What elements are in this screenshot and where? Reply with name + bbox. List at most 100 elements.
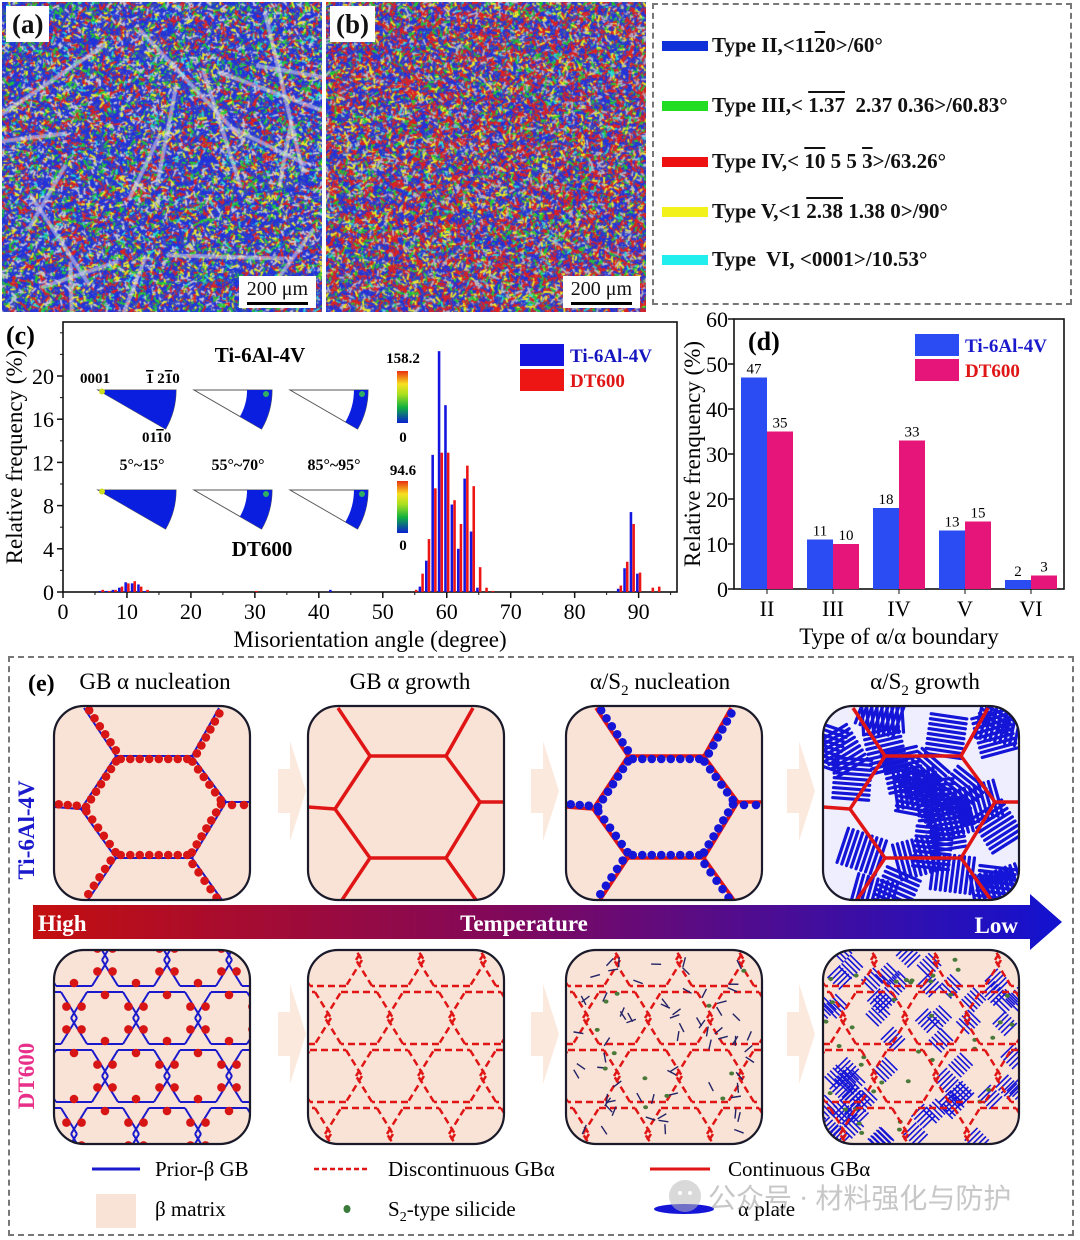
prior-beta-gb — [246, 1133, 250, 1144]
discontinuous-gb-alpha — [993, 959, 1013, 987]
discontinuous-gb-alpha — [1047, 934, 1063, 960]
stage-arrow-5 — [531, 984, 559, 1084]
legend-type-iv: Type IV, < 10 5 5 3 >/63.26° — [662, 149, 946, 174]
legend-type-vi: Type VI, <0001>/10.53° — [662, 247, 927, 272]
alpha-plate — [975, 1138, 990, 1144]
cell-border — [564, 704, 764, 902]
alpha-plate — [884, 1057, 899, 1071]
silicide — [893, 979, 899, 984]
alpha-plate — [950, 1060, 965, 1075]
alpha-plate — [833, 761, 873, 767]
alpha-nucleus — [681, 966, 690, 976]
row-label-dt600: DT600 — [14, 1043, 39, 1109]
precipitate — [84, 706, 94, 715]
stage-title-1: GB α nucleation — [79, 669, 231, 694]
precipitate — [186, 1002, 195, 1011]
bar-dt600 — [833, 544, 859, 589]
precipitate — [87, 815, 97, 824]
alpha-plate — [832, 776, 872, 782]
precipitate — [69, 978, 79, 988]
alpha-plate — [925, 736, 965, 746]
alpha-plate — [961, 998, 976, 1013]
ipf-bottom-1 — [98, 490, 176, 529]
discontinuous-gb-alpha — [674, 1075, 694, 1103]
discontinuous-gb-alpha — [674, 1049, 694, 1077]
silicide — [905, 1079, 911, 1084]
y-tick-label: 10 — [706, 532, 728, 557]
alpha-plate — [991, 778, 1005, 817]
alpha-plate — [843, 960, 858, 974]
discontinuous-gb-alpha — [869, 959, 889, 987]
precipitate — [125, 850, 135, 860]
discontinuous-gb-alpha — [385, 1107, 405, 1135]
discontinuous-gb-alpha — [993, 1049, 1013, 1077]
discontinuous-gb-alpha — [705, 991, 725, 1019]
alpha-plate — [891, 1037, 906, 1052]
alpha-plate — [847, 872, 861, 900]
bar-ti64 — [137, 584, 140, 592]
y-axis-title: Relative frenquency (%) — [680, 341, 705, 567]
precipitate — [618, 764, 628, 774]
alpha-plate — [906, 954, 921, 969]
alpha-nucleus — [716, 1000, 727, 1005]
discontinuous-gb-alpha — [532, 1076, 548, 1102]
precipitate — [613, 772, 623, 781]
precipitate — [39, 875, 48, 884]
alpha-plate — [881, 1059, 896, 1074]
continuous-gb-alpha — [333, 755, 372, 810]
alpha-plate — [829, 1070, 844, 1084]
alpha-nucleus — [667, 1069, 677, 1076]
legend-type-v: Type V, <1 2.38 1.38 0>/90° — [662, 199, 948, 224]
bar-dt600 — [255, 590, 258, 592]
stage-arrow-1 — [278, 741, 306, 841]
continuous-gb-alpha — [959, 856, 993, 900]
precipitate — [723, 808, 733, 817]
alpha-plate — [823, 1075, 838, 1090]
discontinuous-gb-alpha — [552, 1192, 568, 1218]
y-tick-label: 20 — [32, 364, 54, 389]
cell-border — [306, 704, 506, 902]
stage-title-3: α/S2 nucleation — [590, 669, 731, 699]
alpha-plate — [995, 997, 1010, 1012]
alpha-nucleus — [736, 1082, 740, 1093]
y-tick-label: 20 — [706, 487, 728, 512]
precipitate — [224, 990, 234, 1000]
precipitate — [706, 868, 715, 877]
alpha-plate — [833, 771, 873, 777]
discontinuous-gb-alpha — [604, 1192, 620, 1218]
alpha-plate — [823, 1005, 838, 1019]
bar-dt600 — [491, 590, 495, 592]
schematic-legend: Prior-β GB Discontinuous GBα Continuous … — [92, 1157, 870, 1228]
precipitate — [256, 1211, 265, 1220]
bar-dt600 — [478, 567, 482, 592]
ipf-bottom-2-hotspot — [263, 491, 269, 497]
continuous-gb-alpha — [336, 707, 372, 757]
chart-c-frame — [62, 321, 678, 593]
prior-beta-gb — [191, 707, 220, 757]
alpha-plate — [860, 1089, 875, 1104]
alpha-plate — [823, 1103, 830, 1117]
bar-ti64 — [329, 589, 332, 592]
alpha-nucleus — [626, 1018, 637, 1024]
discontinuous-gb-alpha — [643, 1107, 663, 1135]
discontinuous-gb-alpha — [478, 1075, 498, 1103]
precipitate — [618, 738, 627, 747]
discontinuous-gb-alpha — [1047, 1076, 1063, 1102]
bar-dt600 — [440, 452, 444, 592]
alpha-plate — [859, 834, 874, 872]
alpha-plate — [832, 970, 847, 985]
alpha-nucleus — [661, 998, 669, 1008]
alpha-plate — [826, 1072, 841, 1087]
alpha-nucleus — [737, 1111, 741, 1123]
bar-ti64 — [623, 568, 626, 592]
precipitate — [685, 850, 695, 860]
data-label: 2 — [1014, 564, 1022, 580]
discontinuous-gb-alpha — [736, 1049, 756, 1077]
precipitate — [186, 1118, 195, 1127]
prior-beta-gb — [257, 1134, 273, 1160]
legend-label-ti64: Ti-6Al-4V — [570, 346, 652, 367]
stage-title-2: GB α growth — [350, 669, 471, 694]
alpha-plate — [987, 986, 1002, 1001]
alpha-nucleus — [668, 1092, 679, 1096]
alpha-plate — [987, 971, 1002, 985]
